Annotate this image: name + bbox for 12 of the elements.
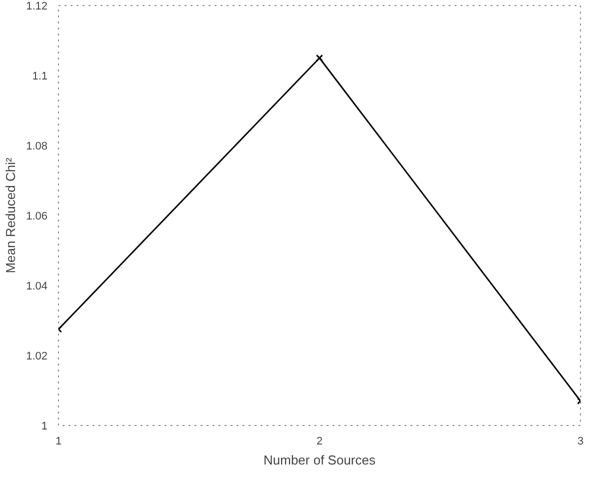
y-tick-label: 1.1: [32, 70, 48, 82]
y-tick-label: 1.06: [26, 210, 48, 222]
x-tick-label: 2: [316, 436, 323, 448]
x-tick-label: 3: [577, 436, 584, 448]
y-tick-label: 1.08: [26, 140, 48, 152]
y-tick-label: 1.12: [26, 0, 48, 12]
y-tick-label: 1.02: [26, 350, 48, 362]
y-tick-label: 1: [41, 420, 48, 432]
y-axis-title: Mean Reduced Chi²: [3, 157, 18, 274]
x-tick-label: 1: [55, 436, 62, 448]
y-tick-label: 1.04: [26, 280, 48, 292]
x-axis-title: Number of Sources: [264, 452, 376, 468]
